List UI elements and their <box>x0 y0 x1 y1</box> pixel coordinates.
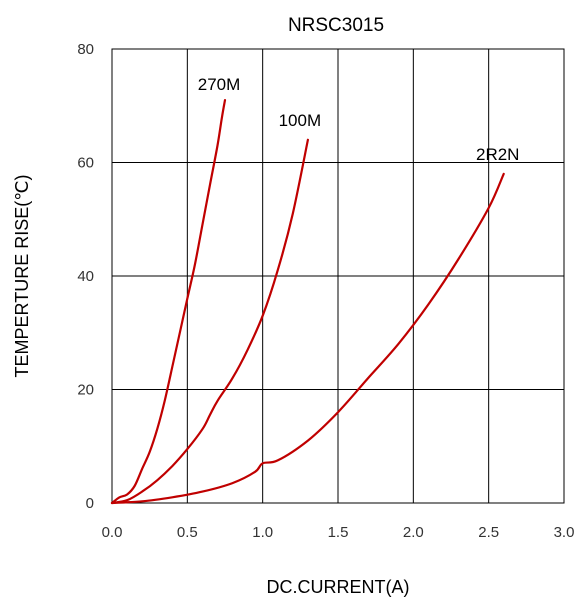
chart-title: NRSC3015 <box>288 15 384 36</box>
y-tick-label: 20 <box>77 382 94 399</box>
y-axis-ticks: 0 20 40 60 80 <box>77 41 94 512</box>
x-axis-label: DC.CURRENT(A) <box>267 577 410 597</box>
x-tick-label: 2.5 <box>478 524 499 541</box>
x-tick-label: 0.0 <box>102 524 123 541</box>
series-line-2r2n <box>110 172 505 505</box>
series-labels: 270M 100M 2R2N <box>198 75 520 164</box>
series-label-2r2n: 2R2N <box>476 145 519 164</box>
x-tick-label: 3.0 <box>554 524 575 541</box>
grid <box>112 49 564 503</box>
plot-frame <box>111 48 565 504</box>
x-tick-label: 1.5 <box>328 524 349 541</box>
series-label-100m: 100M <box>279 111 322 130</box>
x-tick-label: 2.0 <box>403 524 424 541</box>
x-tick-label: 1.0 <box>252 524 273 541</box>
y-axis-label: TEMPERTURE RISE(℃) <box>12 175 32 378</box>
series-label-270m: 270M <box>198 75 241 94</box>
series <box>110 99 505 505</box>
y-tick-label: 60 <box>77 155 94 172</box>
y-tick-label: 0 <box>86 495 94 512</box>
y-tick-label: 80 <box>77 41 94 58</box>
y-tick-label: 40 <box>77 268 94 285</box>
series-line-100m <box>110 138 309 505</box>
x-tick-label: 0.5 <box>177 524 198 541</box>
series-line-270m <box>110 99 227 505</box>
x-axis-ticks: 0.0 0.5 1.0 1.5 2.0 2.5 3.0 <box>102 524 575 541</box>
